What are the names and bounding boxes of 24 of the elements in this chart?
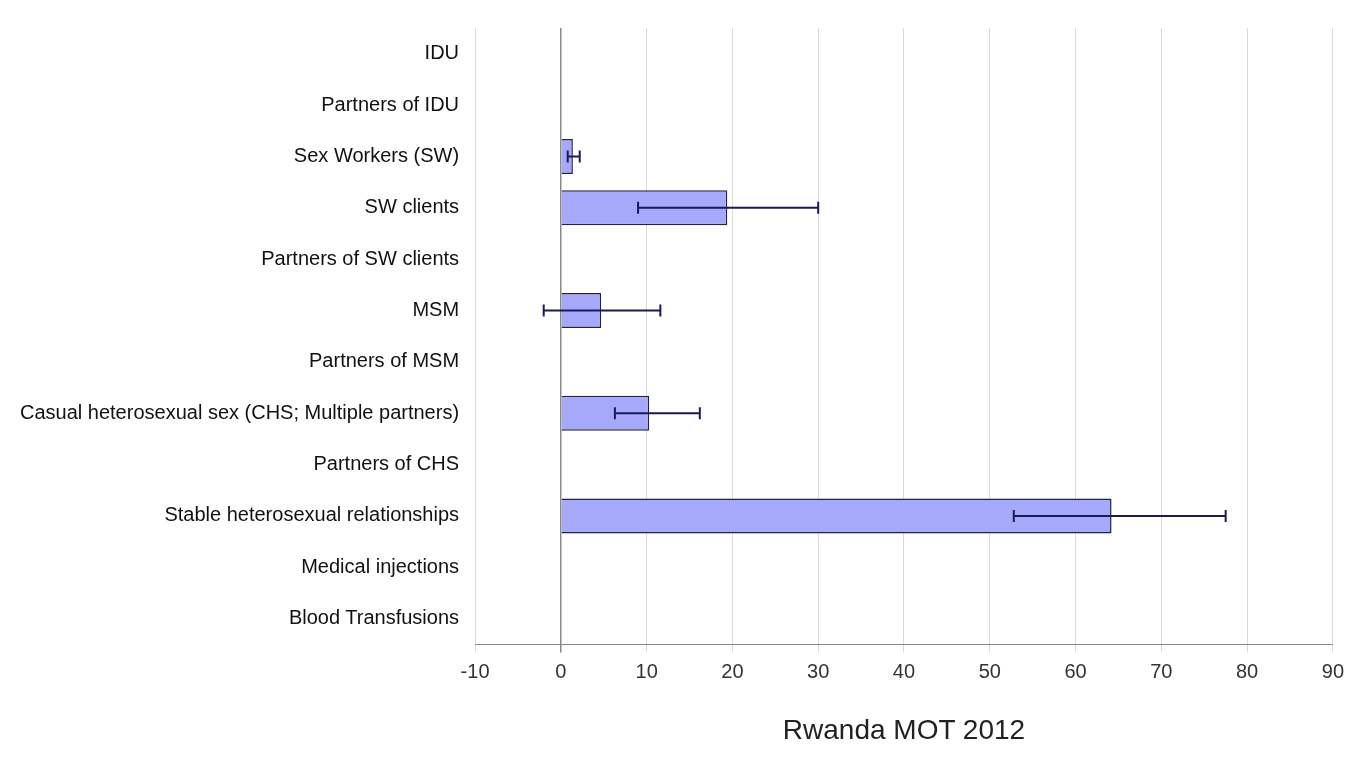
x-tick-label: 20 — [721, 659, 744, 682]
x-tick-label: 0 — [555, 659, 567, 682]
x-tick-label: 90 — [1321, 659, 1344, 682]
x-tick-label: 40 — [892, 659, 916, 682]
x-axis-title: Rwanda MOT 2012 — [782, 713, 1026, 745]
y-tick-label: Partners of MSM — [309, 349, 460, 372]
x-tick-label: 50 — [978, 659, 1001, 682]
y-tick-label: Partners of CHS — [313, 452, 460, 475]
y-tick-label: Partners of SW clients — [261, 246, 460, 269]
x-tick-label: 70 — [1150, 659, 1173, 682]
y-tick-label: Blood Transfusions — [288, 606, 460, 629]
y-tick-label: Stable heterosexual relationships — [164, 503, 460, 526]
y-tick-label: IDU — [424, 41, 460, 64]
y-tick-label: MSM — [412, 298, 460, 321]
x-tick-label: 10 — [635, 659, 658, 682]
y-tick-label: Casual heterosexual sex (CHS; Multiple partners) — [19, 400, 460, 423]
x-tick-label: 60 — [1064, 659, 1087, 682]
y-tick-label: Partners of IDU — [321, 92, 460, 115]
x-tick-label: -10 — [460, 659, 490, 682]
y-tick-label: SW clients — [364, 195, 460, 218]
y-tick-label: Medical injections — [301, 554, 460, 577]
y-tick-label: Sex Workers (SW) — [293, 143, 460, 166]
x-tick-label: 80 — [1235, 659, 1259, 682]
x-tick-label: 30 — [807, 659, 830, 682]
